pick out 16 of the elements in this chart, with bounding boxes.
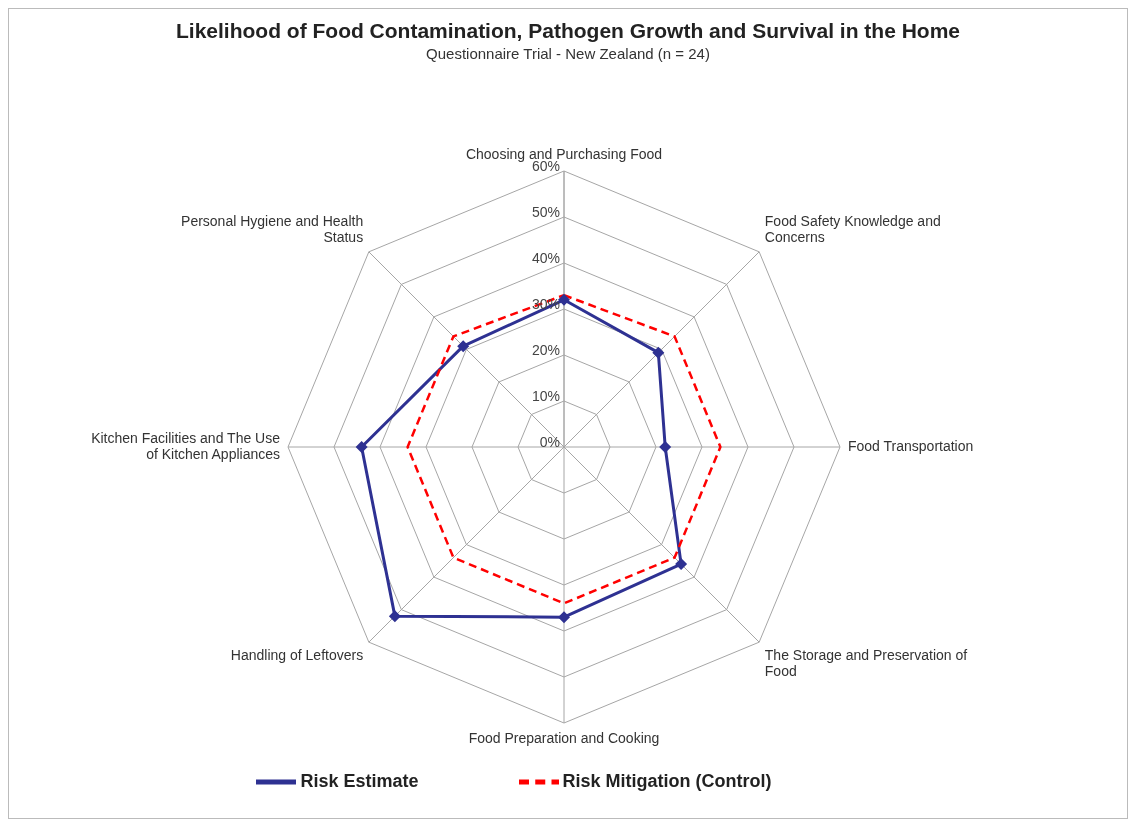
y-tick-label: 20% (531, 342, 560, 358)
spoke-label: Personal Hygiene and Health Status (181, 213, 364, 246)
chart-title: Likelihood of Food Contamination, Pathogen Growth and Survival in the Home (175, 19, 961, 43)
legend-label: Risk Mitigation (Control) (562, 770, 772, 791)
spoke-label: Handling of Leftovers (230, 646, 364, 663)
y-tick-label: 0% (539, 434, 560, 450)
y-tick-label: 10% (531, 388, 560, 404)
spoke-label: Kitchen Facilities and The Use of Kitchen Appliances (91, 430, 281, 462)
y-tick-label: 50% (531, 204, 560, 220)
chart-subtitle: Questionnaire Trial - New Zealand (n = 24) (425, 45, 711, 62)
legend-label: Risk Estimate (300, 770, 419, 791)
spoke-label: Food Preparation and Cooking (468, 730, 660, 746)
spoke-label: Food Transportation (848, 438, 974, 454)
spoke-label: Food Safety Knowledge and Concerns (764, 213, 941, 246)
spoke-label: The Storage and Preservation of Food (764, 646, 968, 679)
y-tick-label: 40% (531, 250, 560, 266)
